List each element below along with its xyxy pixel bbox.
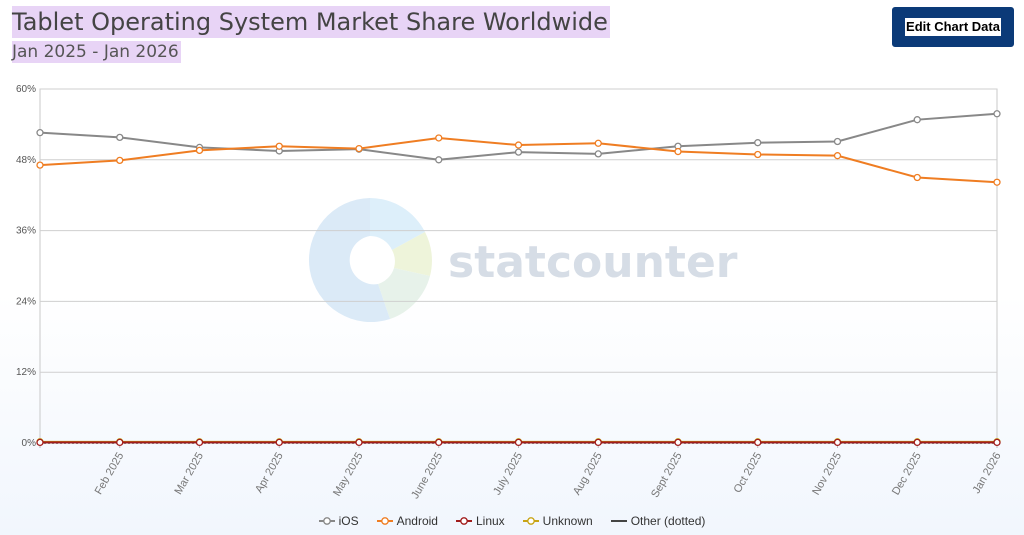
x-tick-label: Jan 2026: [971, 451, 1004, 496]
legend: iOS Android Linux Unknown Other (dotted): [0, 512, 1024, 530]
x-tick-label: Dec 2025: [890, 451, 924, 498]
legend-symbol: [318, 517, 335, 525]
data-point[interactable]: [674, 438, 682, 447]
data-point[interactable]: [116, 133, 124, 142]
data-point[interactable]: [594, 438, 602, 447]
statcounter-watermark: statcounter: [308, 198, 738, 322]
data-point[interactable]: [195, 438, 204, 447]
data-point[interactable]: [514, 148, 523, 156]
edit-chart-data-button[interactable]: Edit Chart Data: [892, 7, 1014, 47]
legend-label: Linux: [475, 514, 505, 528]
legend-item-linux[interactable]: Linux: [455, 514, 505, 528]
chart-subtitle: Jan 2025 - Jan 2026: [12, 41, 181, 63]
data-point[interactable]: [993, 110, 1001, 118]
x-tick-label: Sept 2025: [649, 451, 684, 500]
data-point[interactable]: [594, 150, 602, 158]
data-point[interactable]: [754, 139, 762, 147]
line-chart: statcounter 0% 12% 24% 36% 48% 60% Feb 2025 Ma…: [16, 84, 1004, 502]
x-tick-label: Mar 2025: [172, 451, 206, 497]
chart-title: Tablet Operating System Market Share Wor…: [12, 6, 610, 38]
data-point[interactable]: [275, 438, 283, 447]
data-point[interactable]: [833, 152, 842, 160]
legend-symbol: [610, 520, 627, 522]
y-tick-label: 24%: [16, 296, 36, 307]
y-tick-label: 12%: [16, 367, 36, 378]
data-point[interactable]: [514, 141, 523, 149]
data-point[interactable]: [514, 438, 523, 447]
legend-label: Unknown: [542, 514, 593, 528]
legend-item-other-dotted[interactable]: Other (dotted): [610, 514, 706, 528]
data-point[interactable]: [116, 438, 124, 447]
data-point[interactable]: [754, 150, 762, 159]
x-tick-label: Nov 2025: [810, 451, 844, 498]
legend-item-unknown[interactable]: Unknown: [522, 514, 593, 528]
y-axis-ticks: 0% 12% 24% 36% 48% 60%: [16, 84, 36, 449]
watermark-text: statcounter: [448, 237, 738, 288]
data-point[interactable]: [275, 142, 283, 150]
data-point[interactable]: [674, 147, 682, 156]
data-point[interactable]: [36, 129, 44, 137]
data-point[interactable]: [355, 144, 363, 153]
legend-label: Android: [396, 514, 438, 528]
legend-symbol: [455, 517, 472, 525]
data-point[interactable]: [833, 137, 842, 146]
series-lines: [36, 110, 1001, 447]
data-point[interactable]: [435, 156, 443, 164]
data-point[interactable]: [913, 116, 921, 124]
x-tick-label: July 2025: [491, 451, 525, 498]
x-tick-label: May 2025: [331, 451, 366, 499]
data-point[interactable]: [913, 438, 921, 447]
legend-symbol: [522, 517, 539, 525]
y-tick-label: 0%: [22, 438, 37, 449]
data-point[interactable]: [116, 156, 124, 165]
series-android: [36, 134, 1001, 186]
data-point[interactable]: [36, 438, 44, 447]
x-tick-label: Aug 2025: [571, 451, 605, 498]
y-tick-label: 48%: [16, 155, 36, 166]
data-point[interactable]: [833, 438, 842, 447]
series-linux: [36, 438, 1001, 447]
x-tick-label: Feb 2025: [93, 451, 127, 497]
edit-chart-data-label: Edit Chart Data: [905, 18, 1001, 36]
y-tick-label: 60%: [16, 84, 36, 95]
data-point[interactable]: [993, 438, 1001, 447]
legend-label: Other (dotted): [630, 514, 706, 528]
x-tick-label: Apr 2025: [253, 451, 286, 496]
data-point[interactable]: [36, 161, 44, 169]
data-point[interactable]: [993, 178, 1001, 186]
legend-label: iOS: [338, 514, 359, 528]
series-ios: [36, 110, 1001, 164]
data-point[interactable]: [195, 146, 204, 155]
legend-symbol: [376, 517, 393, 525]
data-point[interactable]: [594, 139, 602, 147]
legend-item-ios[interactable]: iOS: [318, 514, 359, 528]
legend-item-android[interactable]: Android: [376, 514, 438, 528]
data-point[interactable]: [913, 173, 921, 182]
data-point[interactable]: [435, 134, 443, 142]
statcounter-logo-icon: [308, 198, 432, 322]
y-tick-label: 36%: [16, 226, 36, 237]
x-tick-label: Oct 2025: [732, 451, 765, 496]
data-point[interactable]: [435, 438, 443, 447]
x-axis-ticks: Feb 2025 Mar 2025 Apr 2025 May 2025 June 202…: [39, 443, 1004, 502]
x-tick-label: June 2025: [409, 451, 445, 502]
data-point[interactable]: [754, 438, 762, 447]
data-point[interactable]: [355, 438, 363, 447]
